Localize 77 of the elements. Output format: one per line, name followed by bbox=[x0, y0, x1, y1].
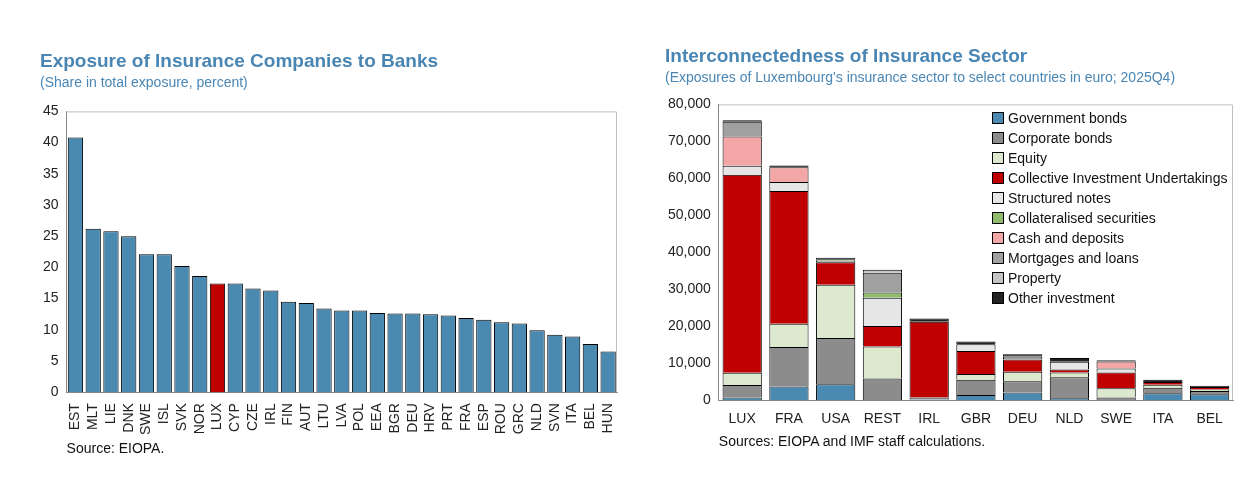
y-tick-label: 0 bbox=[50, 382, 59, 399]
x-tick-label: LTU bbox=[314, 403, 331, 429]
legend-label: Other investment bbox=[1008, 290, 1115, 307]
x-tick-label: LUX bbox=[728, 410, 757, 427]
x-tick-label: BEL bbox=[1196, 410, 1224, 427]
y-tick-label: 30 bbox=[42, 195, 59, 212]
x-tick-label: AUT bbox=[297, 402, 314, 432]
x-tick-label: DEU bbox=[1007, 410, 1038, 427]
x-tick-label: IRL bbox=[918, 410, 941, 427]
x-tick-label: GBR bbox=[960, 410, 992, 427]
x-tick-label: NLD bbox=[527, 403, 544, 432]
x-tick-label: SWE bbox=[1100, 410, 1133, 427]
chart-subtitle: (Exposures of Luxembourg's insurance sector to select countries in euro; 2025Q4) bbox=[665, 69, 1177, 85]
x-tick-label: BEL bbox=[581, 402, 598, 430]
x-tick-label: FRA bbox=[456, 402, 473, 432]
y-tick-label: 5 bbox=[50, 351, 59, 368]
x-tick-label: MLT bbox=[84, 402, 101, 431]
y-tick-label: 0 bbox=[703, 391, 712, 408]
chart-subtitle: (Share in total exposure, percent) bbox=[40, 74, 249, 90]
x-tick-label: SVK bbox=[172, 402, 189, 432]
x-tick-label: DNK bbox=[119, 402, 136, 433]
x-tick-label: GRC bbox=[510, 403, 527, 435]
x-tick-label: ITA bbox=[563, 402, 580, 424]
source-note: Sources: EIOPA and IMF staff calculations. bbox=[718, 433, 986, 449]
x-tick-label: SVN bbox=[545, 403, 562, 432]
legend-label: Structured notes bbox=[1008, 190, 1111, 207]
x-tick-label: USA bbox=[821, 410, 851, 427]
source-note: Source: EIOPA. bbox=[66, 440, 165, 456]
x-tick-label: PRT bbox=[439, 402, 456, 431]
x-tick-label: REST bbox=[863, 410, 902, 427]
chart-title: Exposure of Insurance Companies to Banks bbox=[40, 50, 440, 72]
x-tick-label: FIN bbox=[279, 403, 296, 426]
legend-label: Mortgages and loans bbox=[1008, 250, 1139, 267]
x-tick-label: FRA bbox=[774, 410, 804, 427]
legend-label: Cash and deposits bbox=[1008, 230, 1124, 247]
x-tick-label: CYP bbox=[226, 403, 243, 432]
y-tick-label: 35 bbox=[42, 164, 59, 181]
y-tick-label: 20 bbox=[42, 258, 59, 275]
y-tick-label: 40,000 bbox=[667, 243, 712, 260]
x-tick-label: NLD bbox=[1055, 410, 1084, 427]
chart-title: Interconnectedness of Insurance Sector bbox=[665, 45, 1029, 67]
y-tick-label: 10,000 bbox=[667, 354, 712, 371]
y-tick-label: 70,000 bbox=[667, 132, 712, 149]
x-tick-label: POL bbox=[350, 402, 367, 432]
y-tick-label: 40 bbox=[42, 133, 59, 150]
legend-label: Equity bbox=[1008, 150, 1047, 167]
y-tick-label: 25 bbox=[42, 227, 59, 244]
x-tick-label: ESP bbox=[474, 403, 491, 432]
y-tick-label: 10 bbox=[42, 320, 59, 337]
x-tick-label: HRV bbox=[421, 402, 438, 433]
x-tick-label: LIE bbox=[101, 403, 118, 425]
x-tick-label: ISL bbox=[155, 402, 172, 425]
legend-label: Corporate bonds bbox=[1008, 130, 1113, 147]
x-tick-label: NOR bbox=[190, 403, 207, 435]
x-tick-label: SWE bbox=[137, 403, 154, 435]
y-tick-label: 30,000 bbox=[667, 280, 712, 297]
x-tick-label: ITA bbox=[1152, 410, 1174, 427]
x-tick-label: EST bbox=[66, 402, 83, 431]
x-tick-label: DEU bbox=[403, 403, 420, 433]
legend-label: Collateralised securities bbox=[1008, 210, 1156, 227]
x-tick-label: HUN bbox=[598, 403, 615, 434]
legend-label: Property bbox=[1008, 270, 1061, 287]
y-tick-label: 45 bbox=[42, 102, 59, 119]
x-tick-label: ROU bbox=[492, 403, 509, 435]
x-tick-label: CZE bbox=[243, 403, 260, 432]
x-tick-label: BGR bbox=[385, 403, 402, 434]
x-tick-label: IRL bbox=[261, 402, 278, 425]
x-tick-label: LUX bbox=[208, 402, 225, 431]
y-tick-label: 20,000 bbox=[667, 317, 712, 334]
y-tick-label: 60,000 bbox=[667, 169, 712, 186]
x-tick-label: EEA bbox=[368, 402, 385, 432]
y-tick-label: 15 bbox=[42, 289, 59, 306]
legend-label: Government bonds bbox=[1008, 110, 1128, 127]
x-tick-label: LVA bbox=[332, 402, 349, 428]
y-tick-label: 80,000 bbox=[667, 95, 712, 112]
y-tick-label: 50,000 bbox=[667, 206, 712, 223]
legend-label: Collective Investment Undertakings bbox=[1008, 170, 1228, 187]
